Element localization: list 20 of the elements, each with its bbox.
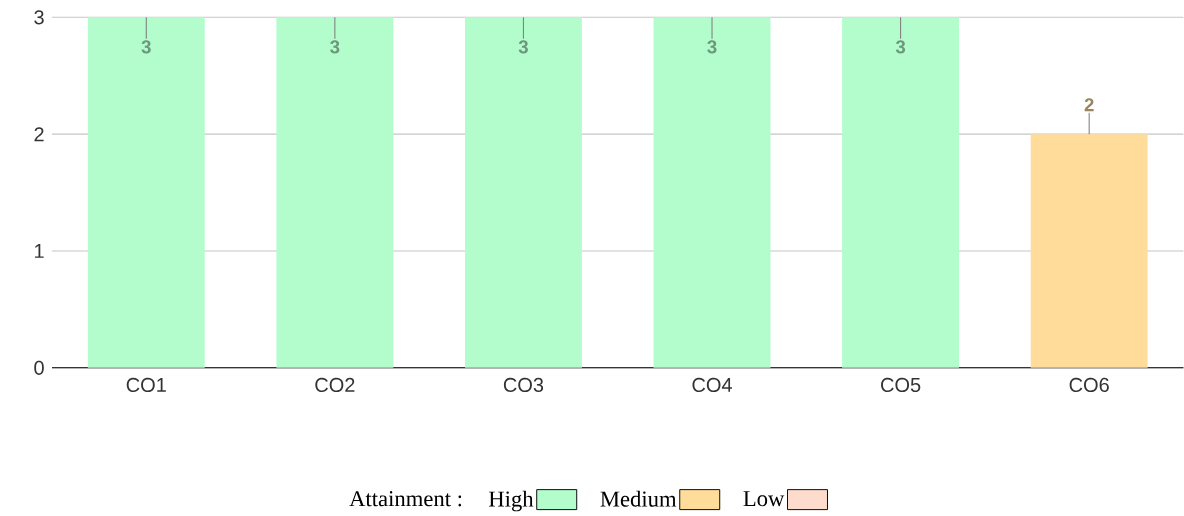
y-tick-label: 1	[35, 244, 44, 258]
data-label: 3	[330, 40, 340, 54]
y-tick-label: 0	[34, 360, 44, 376]
data-label: 3	[707, 40, 717, 54]
legend-label: High	[488, 490, 534, 512]
x-tick-label: CO6	[1069, 377, 1109, 393]
x-tick-label: CO3	[503, 377, 544, 393]
data-label: 2	[1084, 98, 1094, 112]
x-tick-label: CO2	[315, 377, 355, 393]
legend-title: Attainment :	[349, 491, 462, 507]
x-tick-label: CO4	[692, 377, 732, 393]
legend-label: Medium	[600, 490, 677, 507]
x-tick-label: CO1	[126, 377, 166, 393]
data-label: 3	[895, 40, 906, 54]
y-tick-label: 3	[34, 10, 44, 25]
legend-label: Low	[743, 491, 785, 507]
data-label: 3	[518, 40, 528, 54]
y-tick-label: 2	[34, 127, 44, 142]
x-tick-label: CO5	[881, 377, 921, 393]
data-label: 3	[141, 40, 151, 54]
